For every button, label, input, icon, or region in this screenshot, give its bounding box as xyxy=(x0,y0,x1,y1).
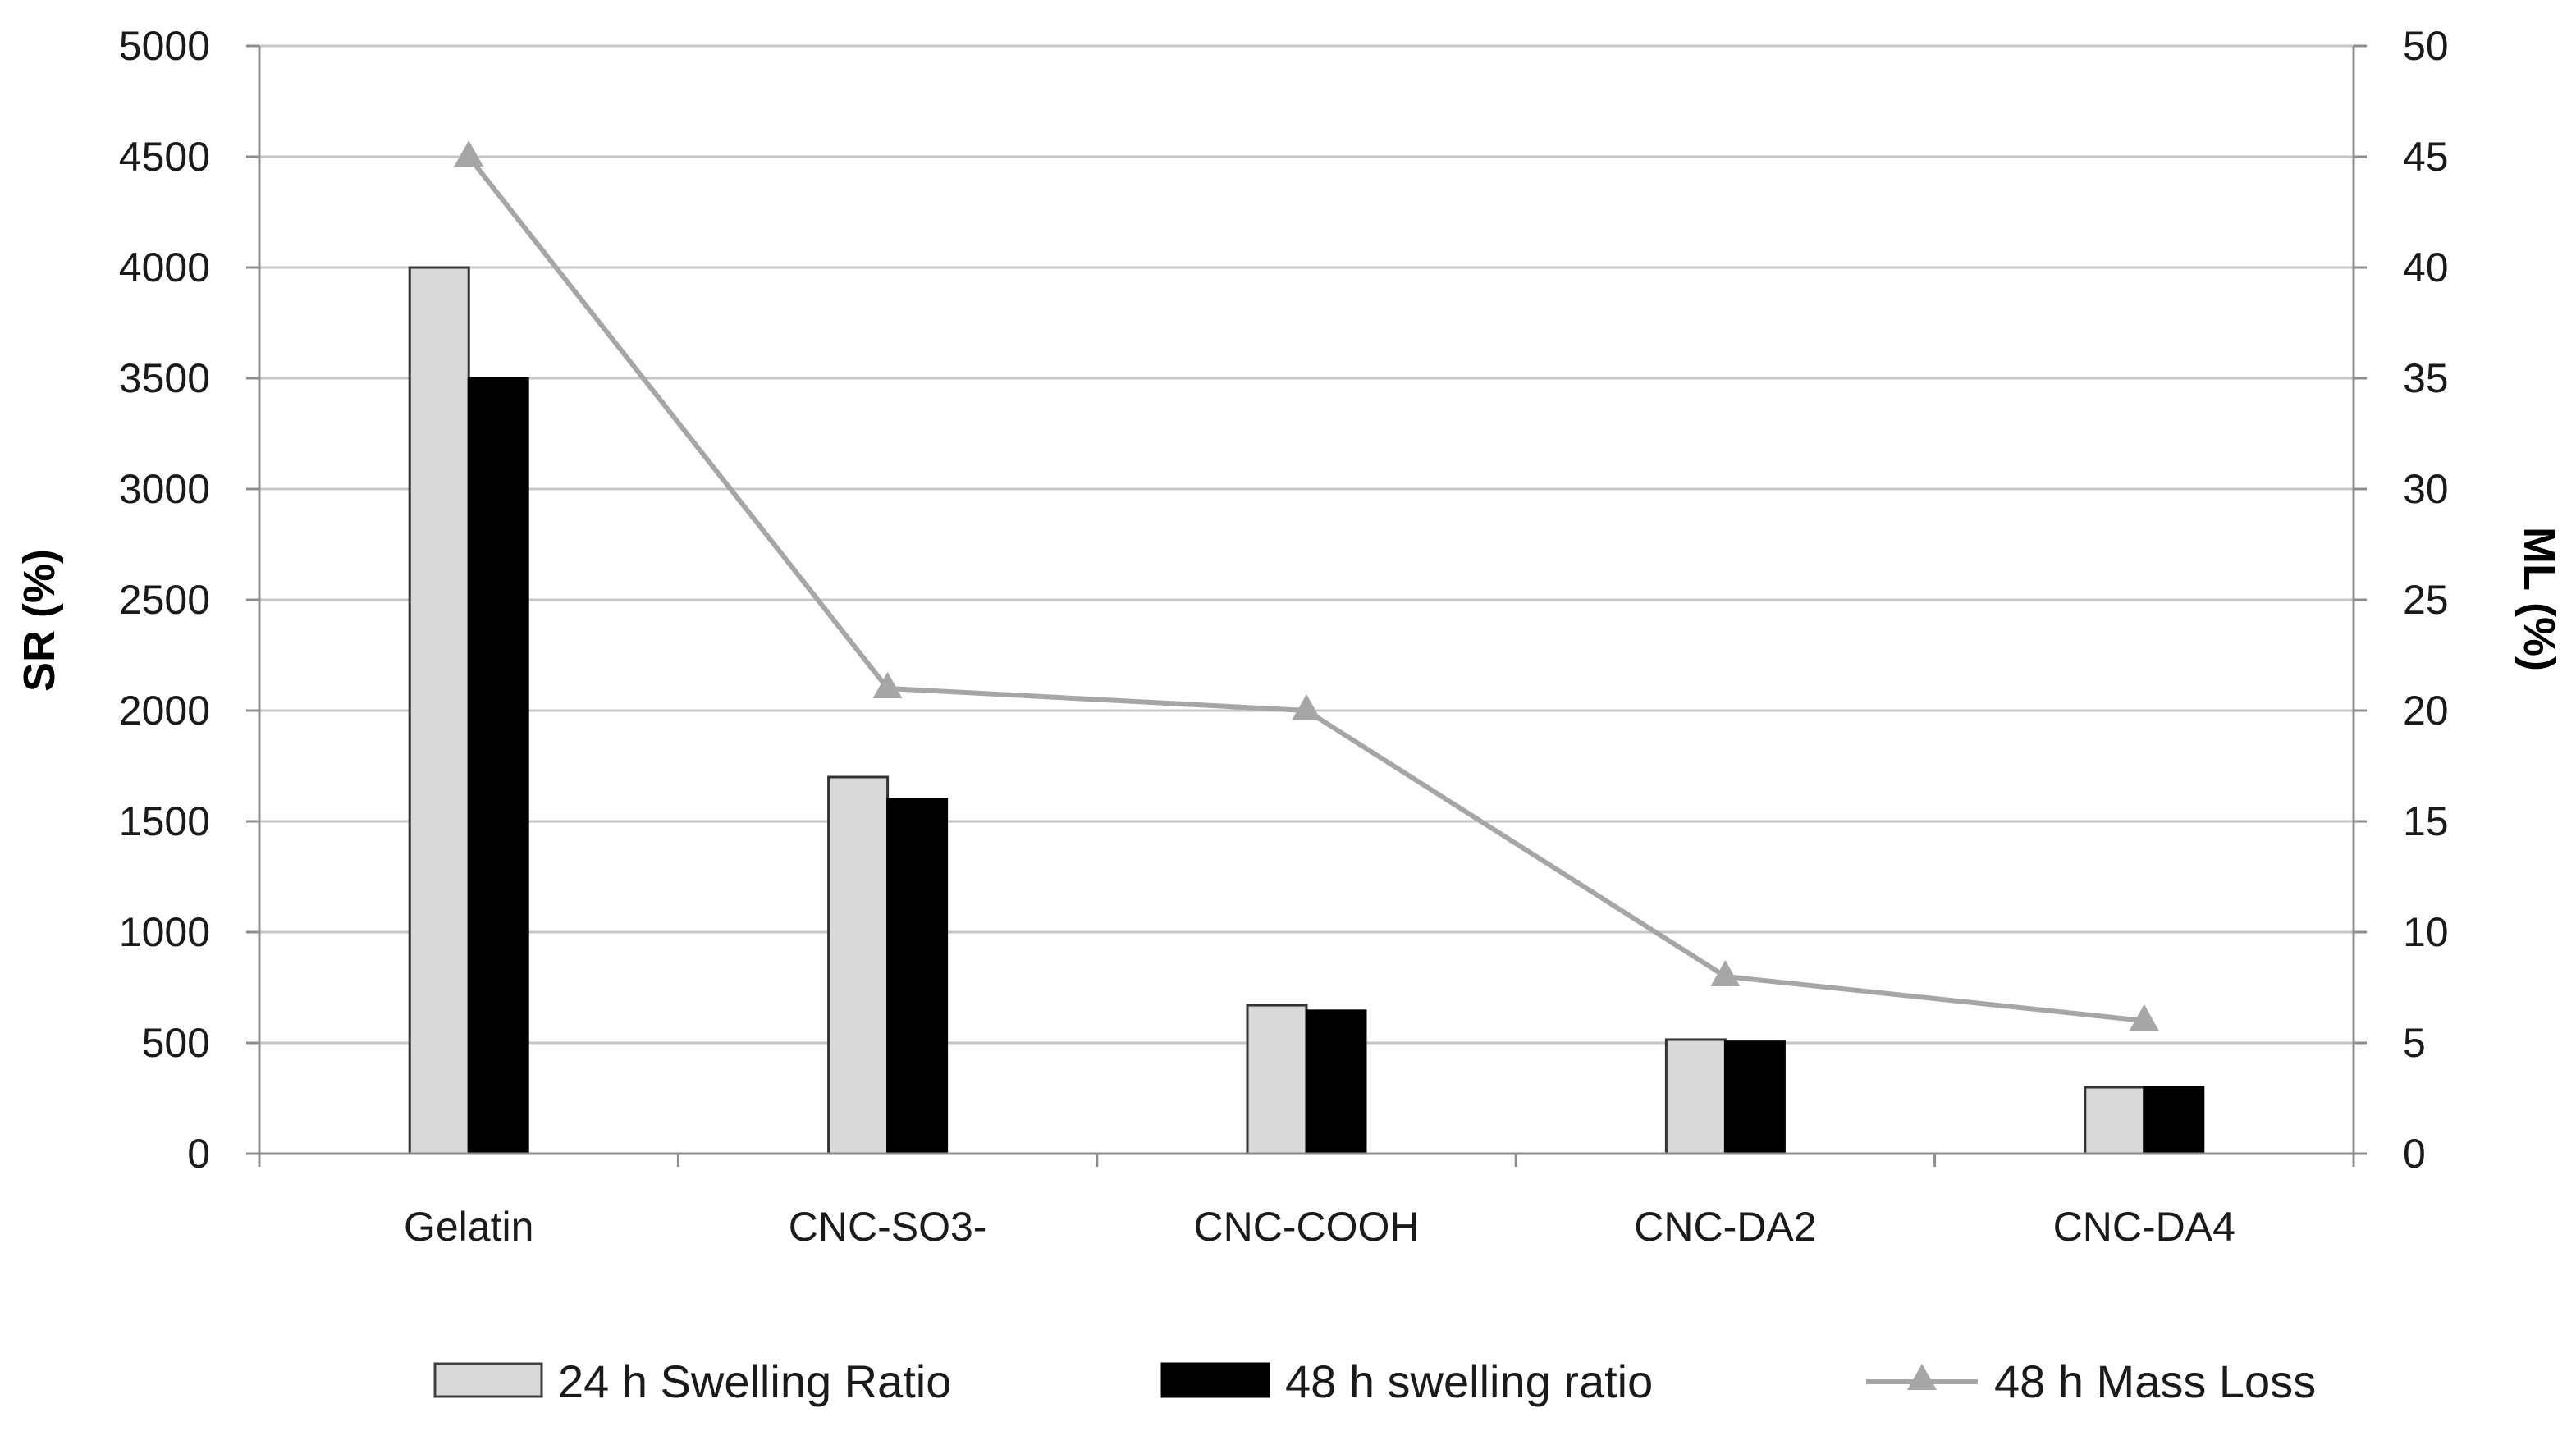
y-tick-label: 5000 xyxy=(119,23,210,69)
bars xyxy=(408,266,2205,1155)
y-tick-label: 0 xyxy=(187,1131,210,1177)
y2-tick-label: 30 xyxy=(2403,466,2449,512)
y2-tick-label: 50 xyxy=(2403,23,2449,69)
mass-loss-point-cnc-cooh xyxy=(1292,694,1321,720)
y-tick-label: 4500 xyxy=(119,134,210,180)
y2-axis-title: ML (%) xyxy=(2514,527,2564,671)
bar-48h-cnc-so3- xyxy=(886,798,949,1155)
legend-label-24h-swelling-ratio: 24 h Swelling Ratio xyxy=(558,1356,951,1407)
y2-tick-label: 25 xyxy=(2403,577,2449,623)
mass-loss-point-cnc-da4 xyxy=(2129,1004,2159,1031)
mass-loss-line xyxy=(454,140,2159,1031)
bar-48h-cnc-da2 xyxy=(1723,1040,1786,1155)
y2-tick-label: 40 xyxy=(2403,245,2449,290)
y-tick-label: 1500 xyxy=(119,798,210,844)
y2-tick-label: 45 xyxy=(2403,134,2449,180)
legend-marker-48h-mass-loss xyxy=(1907,1364,1937,1390)
legend-swatch-48h-swelling-ratio xyxy=(1160,1362,1270,1398)
legend-swatch-24h-swelling-ratio xyxy=(433,1362,543,1398)
legend-label-48h-swelling-ratio: 48 h swelling ratio xyxy=(1285,1356,1653,1407)
x-tick-label: CNC-DA4 xyxy=(2053,1204,2235,1250)
bar-48h-cnc-da4 xyxy=(2143,1086,2205,1155)
bar-48h-cnc-cooh xyxy=(1305,1009,1367,1155)
bar-24h-cnc-da4 xyxy=(2084,1086,2146,1155)
x-tick-label: Gelatin xyxy=(404,1204,533,1250)
x-tick-label: CNC-SO3- xyxy=(789,1204,987,1250)
bar-24h-gelatin xyxy=(408,266,470,1155)
y-tick-label: 3500 xyxy=(119,355,210,401)
bar-24h-cnc-da2 xyxy=(1664,1038,1727,1155)
bar-24h-cnc-so3- xyxy=(827,775,890,1155)
y2-tick-label: 35 xyxy=(2403,355,2449,401)
y2-tick-label: 15 xyxy=(2403,798,2449,844)
mass-loss-series-line xyxy=(466,155,2145,1023)
legend-label-48h-mass-loss: 48 h Mass Loss xyxy=(1994,1356,2316,1407)
y2-tick-label: 5 xyxy=(2403,1020,2426,1066)
bar-24h-cnc-cooh xyxy=(1246,1004,1308,1155)
grid-lines xyxy=(259,44,2354,1155)
y-tick-label: 4000 xyxy=(119,245,210,290)
y-axis-title: SR (%) xyxy=(15,549,64,692)
legend: 24 h Swelling Ratio 48 h swelling ratio … xyxy=(433,1356,2316,1407)
y-tick-label: 3000 xyxy=(119,466,210,512)
mass-loss-point-cnc-so3- xyxy=(872,672,903,698)
mass-loss-point-gelatin xyxy=(454,140,484,167)
tick-labels: 0500100015002000250030003500400045005000… xyxy=(119,23,2449,1250)
y-tick-label: 2000 xyxy=(119,688,210,734)
bar-48h-gelatin xyxy=(467,377,529,1155)
y2-tick-label: 0 xyxy=(2403,1131,2426,1177)
mass-loss-point-cnc-da2 xyxy=(1710,960,1741,986)
y2-tick-label: 20 xyxy=(2403,688,2449,734)
axes xyxy=(246,44,2367,1167)
y-tick-label: 2500 xyxy=(119,577,210,623)
x-tick-label: CNC-DA2 xyxy=(1634,1204,1816,1250)
y2-tick-label: 10 xyxy=(2403,909,2449,955)
y-tick-label: 500 xyxy=(142,1020,210,1066)
y-tick-label: 1000 xyxy=(119,909,210,955)
x-tick-label: CNC-COOH xyxy=(1194,1204,1420,1250)
